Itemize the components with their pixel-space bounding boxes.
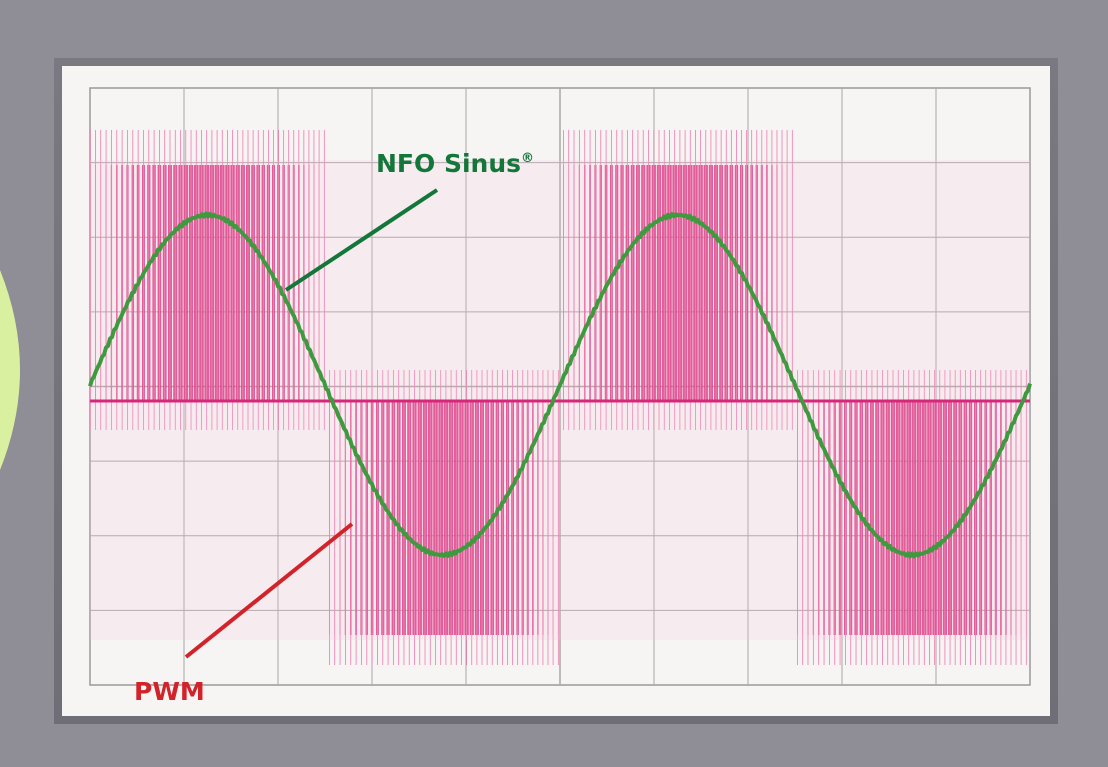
registered-mark: ® [521,151,534,166]
sine-label: NFO Sinus® [376,149,534,178]
oscilloscope-view: NFO Sinus® PWM [0,0,1108,767]
page: NFO Sinus® PWM (() => { const data = JSO… [0,0,1108,767]
sine-label-text: NFO Sinus [376,149,521,178]
pwm-wave [90,130,1030,665]
pwm-label: PWM [134,677,205,706]
